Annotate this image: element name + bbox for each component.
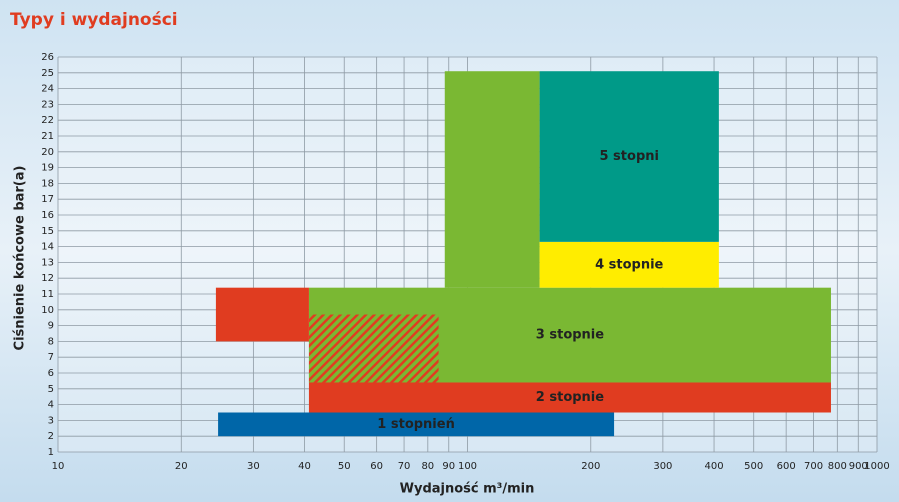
y-tick-label: 16 — [41, 210, 54, 221]
y-tick-label: 14 — [41, 242, 54, 253]
x-tick-label: 700 — [804, 461, 823, 472]
region — [215, 287, 309, 342]
y-tick-label: 12 — [41, 273, 54, 284]
region — [308, 382, 831, 413]
x-tick-label: 200 — [581, 461, 600, 472]
x-tick-label: 500 — [744, 461, 763, 472]
y-tick-label: 8 — [48, 336, 54, 347]
y-tick-label: 13 — [41, 257, 54, 268]
y-tick-label: 17 — [41, 194, 54, 205]
y-tick-label: 23 — [41, 99, 54, 110]
region-label: 1 stopnień — [377, 417, 455, 432]
x-tick-label: 900 — [849, 461, 868, 472]
x-tick-label: 100 — [458, 461, 477, 472]
x-tick-label: 40 — [298, 461, 311, 472]
y-tick-label: 20 — [41, 147, 54, 158]
y-axis-label: Ciśnienie końcowe bar(a) — [13, 166, 28, 351]
y-tick-label: 3 — [48, 415, 54, 426]
x-tick-label: 90 — [442, 461, 455, 472]
y-tick-label: 19 — [41, 163, 54, 174]
y-tick-label: 26 — [41, 52, 54, 63]
x-tick-label: 50 — [338, 461, 351, 472]
x-tick-label: 600 — [777, 461, 796, 472]
y-tick-label: 24 — [41, 84, 54, 95]
x-tick-label: 60 — [370, 461, 383, 472]
region — [539, 71, 719, 242]
region — [308, 314, 439, 383]
y-tick-label: 1 — [48, 447, 54, 458]
x-tick-label: 400 — [704, 461, 723, 472]
y-tick-label: 5 — [48, 384, 54, 395]
y-tick-label: 22 — [41, 115, 54, 126]
x-axis-label: Wydajność m³/min — [400, 482, 535, 497]
x-tick-label: 10 — [52, 461, 65, 472]
region-label: 4 stopnie — [595, 257, 663, 272]
y-tick-label: 15 — [41, 226, 54, 237]
region-label: 2 stopnie — [536, 390, 604, 405]
chart-title: Typy i wydajności — [10, 10, 178, 30]
y-tick-label: 10 — [41, 305, 54, 316]
x-tick-label: 70 — [398, 461, 411, 472]
region — [444, 71, 540, 288]
region-label: 5 stopni — [599, 149, 658, 164]
x-tick-label: 1000 — [864, 461, 889, 472]
y-tick-label: 11 — [41, 289, 54, 300]
y-tick-label: 4 — [48, 400, 54, 411]
y-tick-label: 18 — [41, 178, 54, 189]
x-tick-label: 30 — [247, 461, 260, 472]
y-tick-label: 21 — [41, 131, 54, 142]
region-label: 3 stopnie — [536, 328, 604, 343]
y-tick-label: 7 — [48, 352, 54, 363]
region — [218, 412, 615, 437]
x-tick-label: 300 — [653, 461, 672, 472]
x-tick-label: 800 — [828, 461, 847, 472]
x-tick-label: 80 — [421, 461, 434, 472]
y-tick-label: 25 — [41, 68, 54, 79]
y-tick-label: 9 — [48, 321, 54, 332]
y-tick-label: 2 — [48, 431, 54, 442]
region — [539, 241, 719, 288]
y-tick-label: 6 — [48, 368, 54, 379]
x-tick-label: 20 — [175, 461, 188, 472]
